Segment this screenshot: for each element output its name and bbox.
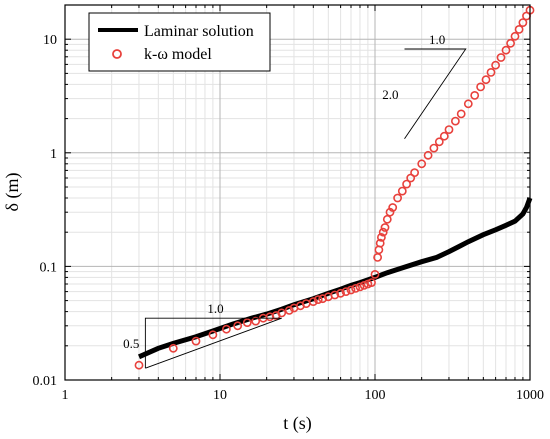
series-komega-point: [393, 193, 402, 203]
series-komega-point: [284, 305, 294, 315]
series-komega-point: [375, 238, 385, 248]
x-tick-label: 100: [365, 388, 386, 403]
series-komega-point: [318, 294, 328, 304]
series-komega-point: [510, 31, 520, 41]
series-komega-point: [242, 318, 252, 327]
series-komega-point: [351, 283, 360, 293]
x-tick-label: 1000: [516, 388, 544, 403]
series-komega-point: [208, 330, 218, 340]
y-tick-label: 0.01: [33, 374, 58, 389]
y-tick-label: 1: [50, 147, 57, 162]
series-komega-point: [423, 150, 433, 160]
series-komega-point: [514, 24, 524, 34]
slope-2-rise-label: 2.0: [382, 87, 398, 102]
series-komega-point: [370, 269, 380, 279]
y-axis-label: δ (m): [2, 173, 23, 212]
slope-2-run-label: 1.0: [429, 32, 445, 47]
x-tick-label: 1: [62, 388, 69, 403]
series-komega-point: [308, 297, 318, 306]
series-komega-point: [402, 179, 411, 189]
series-komega-point: [346, 285, 356, 295]
series-komega-point: [496, 53, 506, 62]
series-komega-point: [429, 143, 439, 153]
series-komega-point: [417, 159, 427, 169]
series-komega-point: [444, 125, 454, 135]
tick-labels: 1 10 100 1000 0.01 0.1 1 10: [33, 33, 545, 403]
plot-border: [64, 4, 531, 381]
series-layer: [134, 5, 535, 370]
series-komega-point: [410, 168, 419, 177]
axis-ticks: [64, 4, 530, 381]
series-komega-point: [376, 232, 386, 242]
legend-box: [88, 12, 271, 72]
series-komega-point: [168, 343, 178, 353]
series-komega-point: [501, 45, 511, 55]
series-komega-point: [456, 109, 466, 119]
x-tick-label: 10: [213, 388, 227, 403]
series-komega-point: [518, 18, 528, 27]
series-komega-point: [382, 214, 392, 224]
series-komega-point: [506, 38, 515, 48]
series-komega-point: [313, 295, 323, 304]
legend-swatch-komega: [112, 49, 122, 59]
y-tick-label: 10: [43, 33, 57, 48]
slope-triangle-1: [144, 317, 282, 369]
series-komega-point: [463, 99, 473, 109]
series-komega-point: [481, 75, 491, 85]
series-komega-point: [486, 68, 496, 77]
series-komega-point: [434, 137, 444, 147]
legend-label-komega: k-ω model: [144, 46, 212, 63]
series-komega-point: [397, 186, 407, 196]
series-komega-point: [134, 360, 144, 370]
legend-label-laminar: Laminar solution: [144, 23, 254, 40]
series-komega-point: [330, 290, 340, 300]
series-komega-point: [388, 203, 398, 212]
series-komega-point: [251, 316, 261, 326]
series-komega-point: [191, 336, 201, 346]
series-komega-point: [439, 131, 449, 141]
slope-1-rise-label: 0.5: [123, 336, 139, 351]
y-tick-label: 0.1: [40, 260, 58, 275]
legend: Laminar solution k-ω model: [88, 12, 271, 72]
series-komega-point: [341, 287, 351, 296]
series-komega-point: [450, 116, 460, 126]
series-komega-point: [233, 321, 243, 331]
series-komega-point: [355, 282, 365, 292]
series-komega-point: [367, 278, 376, 287]
series-komega-point: [491, 60, 500, 70]
series-komega-point: [476, 82, 485, 92]
slope-triangle-2: [404, 48, 467, 140]
series-komega-point: [336, 288, 345, 298]
x-axis-label: t (s): [283, 413, 312, 434]
series-komega-point: [221, 324, 231, 334]
series-komega-point: [277, 308, 287, 318]
slope-annotations: 1.0 0.5 1.0 2.0: [123, 32, 467, 369]
series-komega-point: [378, 227, 388, 237]
slope-1-run-label: 1.0: [207, 301, 223, 316]
series-komega-point: [380, 223, 390, 232]
series-komega-point: [470, 91, 480, 100]
